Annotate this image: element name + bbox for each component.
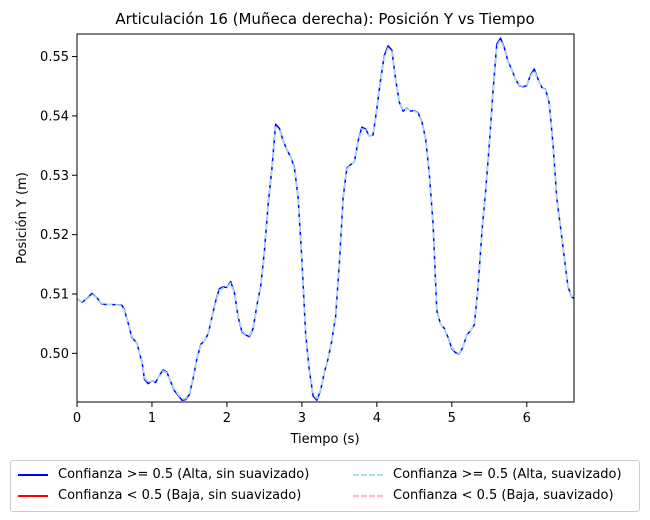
plot-frame <box>76 33 575 403</box>
y-tick-label: 0.54 <box>40 109 69 124</box>
x-tick-label: 0 <box>73 411 81 426</box>
x-tick-label: 6 <box>523 411 531 426</box>
legend-swatch <box>353 494 383 497</box>
y-tick-label: 0.53 <box>40 169 69 184</box>
y-tick-label: 0.52 <box>40 228 69 243</box>
y-tick-label: 0.50 <box>40 347 69 362</box>
x-tick-label: 1 <box>148 411 156 426</box>
x-axis-label: Tiempo (s) <box>289 432 359 447</box>
legend-entry: Confianza >= 0.5 (Alta, suavizado) <box>353 467 622 482</box>
y-tick-label: 0.51 <box>40 287 69 302</box>
y-tick-label: 0.55 <box>40 50 69 65</box>
legend-swatch <box>18 473 48 476</box>
y-axis-label: Posición Y (m) <box>15 172 30 264</box>
chart: Articulación 16 (Muñeca derecha): Posici… <box>15 10 575 447</box>
legend-entry: Confianza < 0.5 (Baja, suavizado) <box>353 488 614 503</box>
legend-label: Confianza < 0.5 (Baja, sin suavizado) <box>58 488 302 503</box>
series-layer <box>77 37 574 401</box>
y-axis-ticks: 0.50 0.51 0.52 0.53 0.54 0.55 <box>40 50 77 362</box>
legend-label: Confianza >= 0.5 (Alta, sin suavizado) <box>58 467 310 482</box>
series-line-0 <box>77 37 574 401</box>
legend: Confianza >= 0.5 (Alta, sin suavizado) C… <box>10 460 640 512</box>
x-tick-label: 5 <box>448 411 456 426</box>
legend-label: Confianza >= 0.5 (Alta, suavizado) <box>393 467 622 482</box>
x-tick-label: 3 <box>298 411 306 426</box>
chart-title: Articulación 16 (Muñeca derecha): Posici… <box>115 10 534 28</box>
x-axis-ticks: 0 1 2 3 4 5 6 <box>73 402 531 426</box>
legend-swatch <box>353 473 383 476</box>
x-tick-label: 4 <box>373 411 381 426</box>
legend-entry: Confianza >= 0.5 (Alta, sin suavizado) <box>18 467 309 482</box>
legend-swatch <box>18 494 48 497</box>
series-line-2 <box>77 39 574 400</box>
legend-entry: Confianza < 0.5 (Baja, sin suavizado) <box>18 488 301 503</box>
legend-label: Confianza < 0.5 (Baja, suavizado) <box>393 488 614 503</box>
x-tick-label: 2 <box>223 411 231 426</box>
